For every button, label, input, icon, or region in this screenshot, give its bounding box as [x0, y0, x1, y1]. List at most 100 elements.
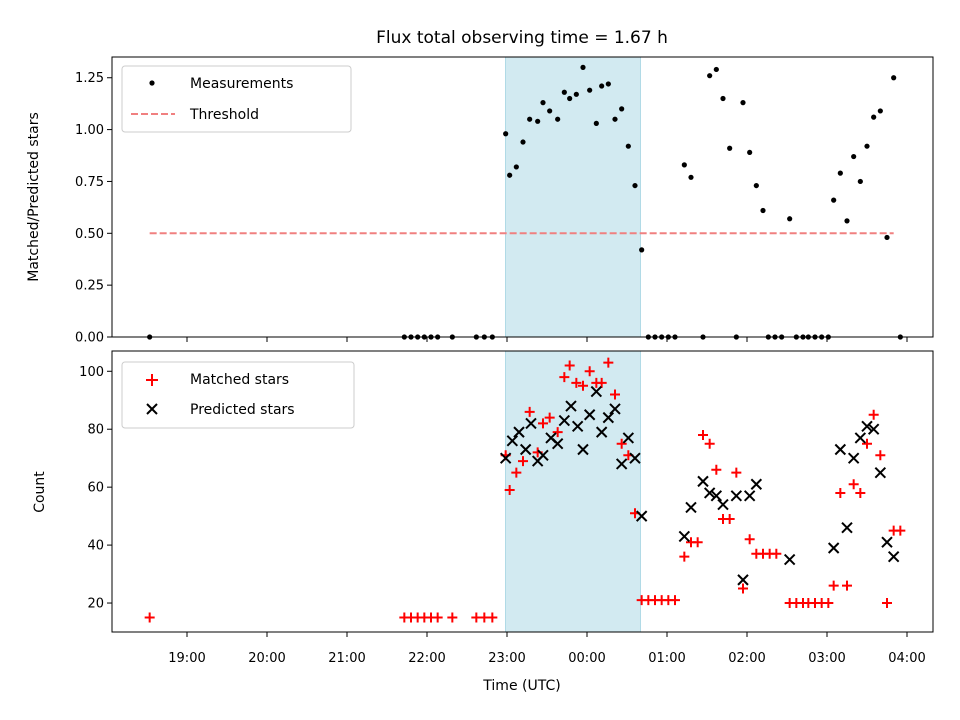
y-tick-label: 80: [87, 423, 104, 438]
measurement-point: [844, 218, 850, 224]
y-tick-label: 1.25: [75, 71, 104, 86]
measurement-point: [720, 95, 726, 102]
legend-matched-marker: [146, 374, 158, 386]
predicted-star-point: [867, 423, 880, 435]
predicted-star-point: [697, 475, 709, 488]
predicted-star-point: [519, 443, 532, 456]
y-tick-label: 1.00: [75, 123, 104, 138]
measurement-point: [540, 100, 546, 106]
matched-star-point: [518, 456, 528, 467]
measurement-point: [535, 118, 541, 124]
ratio-legend-box: [121, 65, 352, 133]
matched-star-point: [842, 580, 852, 591]
count-x-ticks: 19:00 20:00 21:00 22:00 23:00 00:00 01:00 02:00…: [168, 632, 926, 666]
ratio-x-ticks: [186, 337, 908, 342]
measurement-point: [507, 172, 513, 178]
matched-star-point: [552, 427, 563, 438]
matched-star-point: [868, 409, 879, 420]
ratio-y-label: Matched/Predicted stars: [26, 112, 42, 282]
measurement-point: [837, 170, 843, 176]
predicted-star-point: [609, 403, 621, 415]
predicted-star-point: [827, 542, 840, 554]
matched-star-point: [679, 551, 690, 562]
x-tick-label: 19:00: [168, 651, 205, 666]
y-tick-label: 100: [79, 365, 104, 380]
matched-star-point: [544, 412, 555, 423]
matched-star-point: [738, 583, 748, 594]
observing-window-band: [505, 56, 641, 338]
ratio-legend: Measurements Threshold: [121, 65, 352, 133]
matched-star-point: [848, 479, 859, 490]
measurement-point: [527, 116, 533, 122]
measurement-point: [831, 197, 837, 203]
count-legend: Matched stars Predicted stars: [121, 361, 355, 429]
predicted-star-point: [615, 458, 628, 470]
predicted-star-point: [710, 490, 723, 502]
predicted-star-point: [525, 417, 537, 430]
measurement-point: [891, 75, 897, 81]
predicted-star-point: [874, 466, 887, 479]
matched-star-point: [596, 377, 607, 388]
matched-star-point: [875, 450, 886, 461]
measurement-point: [593, 120, 599, 126]
y-tick-label: 0.25: [75, 279, 104, 294]
y-tick-label: 60: [87, 481, 104, 496]
predicted-star-point: [499, 452, 512, 464]
matched-star-point: [578, 380, 588, 391]
measurement-point: [884, 234, 890, 241]
predicted-star-point: [622, 432, 635, 444]
y-tick-label: 20: [87, 597, 104, 612]
matched-star-point: [704, 438, 715, 449]
measurement-point: [727, 145, 733, 151]
x-tick-label: 23:00: [488, 651, 525, 666]
measurement-point: [632, 182, 638, 189]
measurement-point: [747, 149, 753, 156]
x-tick-label: 04:00: [888, 651, 925, 666]
legend-predicted-marker: [146, 403, 158, 415]
matched-star-point: [610, 389, 620, 400]
measurement-point: [851, 153, 857, 160]
measurement-point: [681, 162, 687, 168]
predicted-star-point: [678, 530, 691, 543]
predicted-star-point: [685, 501, 697, 514]
measurement-point: [688, 174, 694, 180]
matched-star-point: [855, 487, 866, 498]
measurement-point: [619, 106, 625, 112]
predicted-star-point: [602, 411, 615, 424]
matched-star-point: [711, 464, 722, 475]
predicted-star-point: [513, 426, 525, 438]
measurement-point: [871, 114, 877, 120]
y-tick-label: 0.50: [75, 227, 104, 242]
count-panel: 20 40 60 80 100 19:00 20:00 21:00 22:00 23:00 00:…: [32, 350, 934, 666]
ratio-panel-frame: [111, 56, 934, 338]
ratio-y-ticks: 0.00 0.25 0.50 0.75 1.00 1.25: [75, 71, 112, 346]
matched-star-point: [744, 534, 755, 545]
matched-star-point: [698, 430, 708, 441]
y-tick-label: 0.75: [75, 175, 104, 190]
matched-star-point: [538, 418, 548, 429]
predicted-star-point: [717, 498, 729, 511]
matched-star-point: [487, 612, 498, 623]
matched-star-point: [771, 548, 782, 559]
measurement-point: [753, 182, 759, 189]
matched-star-point: [823, 598, 834, 609]
measurement-point: [503, 131, 509, 137]
predicted-star-point: [847, 452, 860, 464]
x-tick-label: 03:00: [808, 651, 845, 666]
predicted-star-point: [590, 385, 603, 398]
matched-star-point: [616, 438, 627, 449]
predicted-star-point: [537, 449, 549, 461]
matched-star-point: [724, 514, 735, 525]
matched-star-point: [731, 467, 742, 478]
count-y-label: Count: [32, 471, 48, 513]
x-tick-label: 21:00: [328, 651, 365, 666]
matched-star-point: [835, 487, 846, 498]
predicted-star-point: [565, 400, 577, 412]
predicted-star-point: [629, 452, 641, 464]
matched-star-point: [511, 467, 522, 478]
measurement-point: [625, 143, 631, 149]
ratio-panel: 0.00 0.25 0.50 0.75 1.00 1.25 Matched/Predict…: [26, 56, 934, 346]
y-tick-label: 40: [87, 539, 104, 554]
predicted-star-point: [737, 574, 749, 586]
